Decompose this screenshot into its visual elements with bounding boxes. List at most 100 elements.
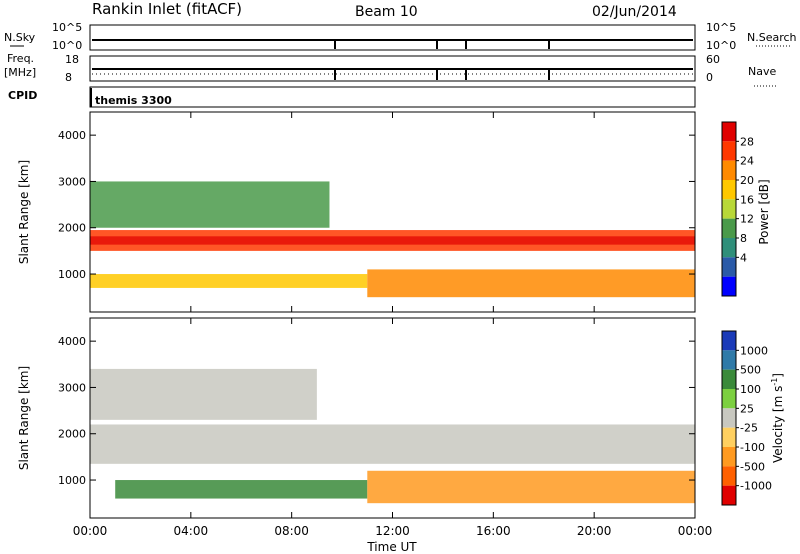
station-title: Rankin Inlet (fitACF) [92, 0, 242, 18]
y-tick-label: 3000 [58, 175, 86, 188]
power-cbar-swatch [722, 218, 736, 238]
power-cbar-tick-label: 16 [740, 193, 754, 206]
freq-panel: Freq. [MHz] 18 8 60 0 Nave [4, 52, 778, 87]
velocity-cbar-tick-label: 100 [740, 383, 761, 396]
x-tick-label: 00:00 [678, 524, 713, 538]
velocity-cbar-label-main: Velocity [m s [771, 386, 785, 463]
power-panel: 1000 2000 3000 4000 Slant Range [km] 28 24 20… [17, 111, 771, 313]
power-cbar-tick-label: 28 [740, 135, 754, 148]
nsky-tick-top: 10^5 [52, 21, 82, 34]
velocity-cbar-label-sup: -1 [770, 378, 779, 386]
x-tick-label: 16:00 [476, 524, 511, 538]
x-tick-label: 04:00 [174, 524, 209, 538]
velocity-band-3 [90, 368, 317, 420]
velocity-cbar-swatch [722, 447, 736, 467]
power-band-core-0 [90, 236, 695, 245]
freq-label-line1: Freq. [7, 52, 34, 65]
velocity-cbar-tick-label: 500 [740, 364, 761, 377]
velocity-cbar-swatch [722, 350, 736, 370]
power-cbar-tick-label: 4 [740, 251, 747, 264]
power-cbar-swatch [722, 199, 736, 219]
power-band-1 [90, 274, 368, 288]
power-cbar-tick-label: 12 [740, 213, 754, 226]
power-cbar-frame [721, 121, 737, 297]
y-tick-label: 1000 [58, 268, 86, 281]
velocity-cbar-swatch [722, 369, 736, 389]
velocity-cbar-frame [721, 330, 737, 506]
velocity-cbar-tick-label: 1000 [740, 344, 768, 357]
freq-frame [89, 55, 696, 82]
velocity-cbar-swatch [722, 427, 736, 447]
y-tick-label: 4000 [58, 129, 86, 142]
nsky-label: N.Sky [4, 31, 36, 44]
velocity-cbar-tick-label: 25 [740, 402, 754, 415]
y-tick-label: 2000 [58, 428, 86, 441]
velocity-ylabel: Slant Range [km] [17, 366, 31, 470]
velocity-cbar-label: Velocity [m s-1] [770, 373, 785, 463]
power-cbar-tick-label: 8 [740, 232, 747, 245]
x-tick-label: 00:00 [73, 524, 108, 538]
velocity-cbar-tick-label: -1000 [740, 480, 772, 493]
power-cbar-swatch [722, 238, 736, 258]
power-cbar-swatch [722, 122, 736, 142]
cpid-panel: CPID themis 3300 [8, 86, 696, 108]
time-axis: 00:00 04:00 08:00 12:00 16:00 20:00 00:00 [73, 112, 713, 538]
velocity-cbar-tick-label: -25 [740, 422, 758, 435]
nsearch-tick-bottom: 10^0 [706, 39, 736, 52]
cpid-frame [89, 86, 696, 108]
power-cbar-swatch [722, 141, 736, 161]
freq-tick-top: 18 [65, 53, 79, 66]
power-colorbar: 28 24 20 16 12 8 4 [721, 121, 754, 297]
y-tick-label: 2000 [58, 222, 86, 235]
velocity-cbar-swatch [722, 466, 736, 486]
velocity-cbar-swatch [722, 331, 736, 351]
velocity-cbar-swatch [722, 389, 736, 409]
power-ylabel: Slant Range [km] [17, 160, 31, 264]
y-tick-label: 3000 [58, 381, 86, 394]
velocity-cbar-tick-label: -100 [740, 441, 765, 454]
power-plot-area [90, 181, 695, 298]
power-band-2 [367, 269, 695, 298]
nsearch-label: N.Search [747, 31, 797, 44]
velocity-band-2 [367, 470, 695, 504]
power-cbar-tick-label: 24 [740, 155, 754, 168]
power-cbar-swatch [722, 160, 736, 180]
velocity-cbar-label-end: ] [771, 373, 785, 378]
x-tick-label: 08:00 [274, 524, 309, 538]
cpid-label: CPID [8, 89, 37, 102]
velocity-band-0 [90, 424, 695, 464]
velocity-colorbar: 1000 500 100 25 -25 -100 -500 -1000 [721, 330, 772, 506]
y-tick-label: 1000 [58, 474, 86, 487]
velocity-band-1 [115, 480, 368, 499]
nsearch-tick-top: 10^5 [706, 21, 736, 34]
power-cbar-tick-label: 20 [740, 174, 754, 187]
freq-label-line2: [MHz] [4, 66, 36, 79]
power-cbar-swatch [722, 180, 736, 200]
x-tick-label: 20:00 [577, 524, 612, 538]
velocity-cbar-swatch [722, 408, 736, 428]
nsky-panel: N.Sky 10^5 10^0 10^5 10^0 N.Search [4, 21, 797, 52]
power-band-3 [90, 181, 330, 228]
time-axis-label: Time UT [366, 540, 417, 554]
velocity-y-ticks: 1000 2000 3000 4000 [58, 335, 695, 487]
date-label: 02/Jun/2014 [592, 4, 677, 20]
power-y-ticks: 1000 2000 3000 4000 [58, 129, 695, 281]
velocity-plot-area [90, 368, 695, 504]
freq-tick-bottom: 8 [65, 71, 72, 84]
beam-label: Beam 10 [355, 4, 418, 20]
power-cbar-swatch [722, 276, 736, 296]
nsky-tick-bottom: 10^0 [52, 39, 82, 52]
velocity-cbar-swatch [722, 485, 736, 505]
nave-tick-bottom: 0 [706, 71, 713, 84]
y-tick-label: 4000 [58, 335, 86, 348]
nsky-frame [89, 24, 696, 51]
velocity-cbar-tick-label: -500 [740, 460, 765, 473]
power-cbar-label: Power [dB] [757, 179, 771, 244]
x-tick-label: 12:00 [375, 524, 410, 538]
power-cbar-swatch [722, 257, 736, 277]
nave-label: Nave [748, 65, 776, 78]
cpid-value: themis 3300 [95, 94, 172, 107]
nave-tick-top: 60 [706, 53, 720, 66]
velocity-panel: 1000 2000 3000 4000 Slant Range [km] 1000 50… [17, 317, 785, 519]
